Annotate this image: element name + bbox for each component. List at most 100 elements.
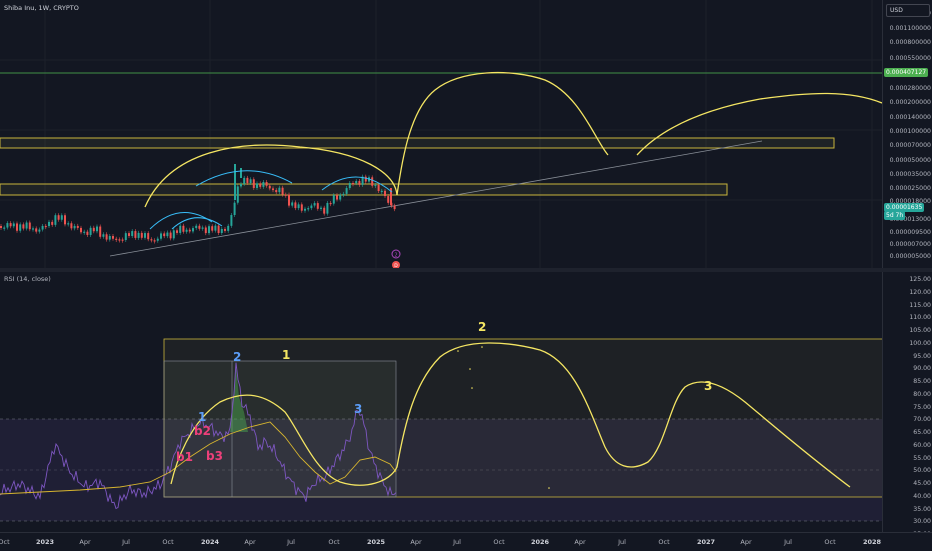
cup-arc-4 (321, 176, 393, 193)
rsi-legend[interactable]: RSI (14, close) (4, 275, 51, 283)
candle (38, 229, 41, 232)
candle (169, 232, 172, 239)
candle (121, 239, 124, 241)
price-chart-svg[interactable]: 2 D (0, 0, 883, 269)
candle (25, 222, 28, 229)
time-label: Apr (740, 538, 752, 546)
candle (240, 183, 242, 187)
rsi-tick: 115.00 (909, 301, 931, 309)
candle (252, 179, 255, 188)
cup-arcs (149, 170, 393, 230)
wave-label-2: 2 (478, 320, 487, 334)
svg-text:2: 2 (394, 253, 397, 259)
candle (243, 177, 246, 184)
projection-dots (457, 346, 550, 489)
candle (313, 203, 316, 206)
candle (393, 205, 396, 210)
candle (234, 164, 236, 200)
time-label: 2027 (696, 538, 716, 546)
candle (352, 183, 354, 185)
price-pane[interactable]: 2 D Shiba Inu, 1W, CRYPTO (0, 0, 883, 269)
candle (16, 223, 18, 231)
candle (336, 195, 338, 200)
rsi-line (0, 362, 397, 510)
candle (364, 176, 367, 182)
candle (332, 195, 335, 204)
candle (291, 202, 294, 206)
candle (230, 215, 233, 226)
candle (179, 225, 182, 233)
candle (147, 233, 150, 240)
candle (41, 225, 44, 230)
rsi-pane[interactable]: RSI (14, close) 1 2 3 2 3 1 b1 b2 b3 (0, 272, 886, 532)
candle (44, 225, 47, 228)
candle (83, 231, 86, 233)
time-label: Oct (328, 538, 340, 546)
big-arc (144, 144, 398, 208)
time-label: 2024 (200, 538, 220, 546)
candle (348, 183, 351, 189)
candle (214, 225, 217, 231)
candle (22, 224, 25, 229)
candle (224, 228, 226, 231)
rsi-tick: 105.00 (909, 327, 931, 334)
candle (371, 177, 374, 186)
pane-separator[interactable] (0, 268, 932, 272)
candle (268, 185, 271, 189)
time-label: 2028 (862, 538, 882, 546)
projection-path-2 (636, 92, 883, 156)
rsi-tick: 75.00 (913, 403, 931, 411)
time-label: 2026 (530, 538, 550, 546)
candle (310, 205, 313, 209)
candle (342, 193, 345, 196)
candle (172, 230, 175, 239)
countdown-badge: 5d 7h (884, 211, 906, 220)
svg-text:D: D (394, 263, 398, 268)
candle (19, 224, 22, 231)
rsi-scale[interactable]: 125.00 120.00 115.00 110.00 105.00 100.00 95.0… (882, 272, 932, 538)
candle (262, 182, 265, 187)
rsi-tick: 95.00 (913, 352, 931, 360)
time-label: Apr (79, 538, 91, 546)
rsi-tick: 110.00 (909, 314, 931, 322)
label-b1: b1 (176, 450, 193, 464)
candle (323, 207, 326, 214)
wave-box-small[interactable] (163, 360, 397, 498)
candle (96, 226, 98, 232)
candle (361, 176, 364, 185)
currency-button[interactable]: USD (886, 4, 930, 17)
price-scale[interactable]: 0.0016000000.0011000000.0008000000.00055… (882, 0, 932, 268)
upper-zone-rect[interactable] (0, 137, 835, 149)
candle (156, 238, 159, 241)
candle (12, 223, 15, 227)
candle (355, 181, 358, 184)
symbol-legend[interactable]: Shiba Inu, 1W, CRYPTO (4, 4, 79, 12)
peak-highlight (230, 367, 248, 432)
rsi-chart-svg[interactable] (0, 272, 886, 532)
rsi-ma-line (0, 421, 397, 495)
candle (105, 234, 108, 240)
candle (265, 182, 268, 186)
rsi-tick: 70.00 (913, 416, 931, 424)
candle (390, 188, 392, 205)
time-label: 2025 (366, 538, 386, 546)
dividends-icon[interactable]: D (392, 261, 400, 269)
candle (150, 239, 153, 241)
candle (208, 226, 210, 234)
time-label: Jul (287, 538, 295, 546)
time-axis[interactable]: Oct 2023 Apr Jul Oct 2024 Apr Jul Oct 2025 Apr Jul O… (0, 532, 932, 551)
candle (89, 227, 92, 235)
lower-zone-rect[interactable] (0, 183, 728, 196)
ascending-trendline[interactable] (109, 140, 763, 257)
candle (73, 225, 76, 229)
time-label: 2023 (35, 538, 55, 546)
rsi-tick: 60.00 (913, 441, 931, 449)
candle (204, 227, 207, 234)
event-flag-icon[interactable]: 2 (391, 249, 401, 259)
candle (284, 194, 287, 196)
candle (140, 232, 143, 238)
candle (131, 231, 134, 236)
projection-curves (144, 72, 883, 208)
candle (182, 225, 185, 232)
time-label: Oct (493, 538, 505, 546)
